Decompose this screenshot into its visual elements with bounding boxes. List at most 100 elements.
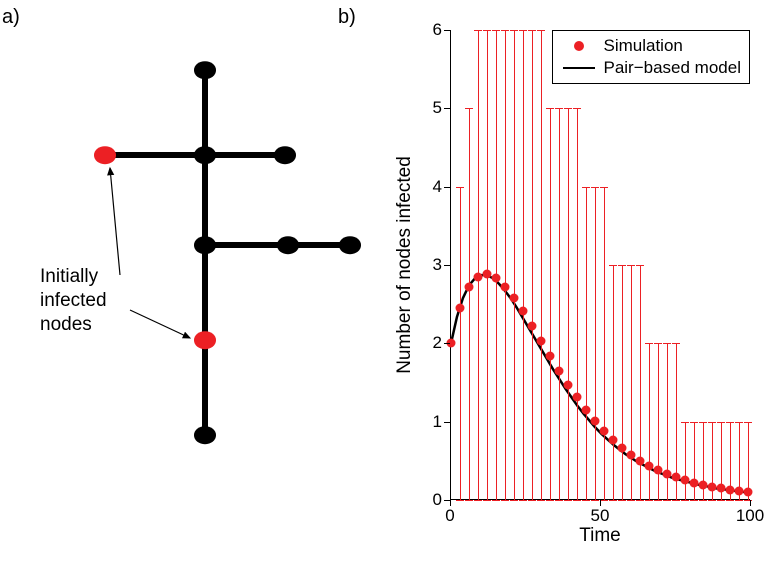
- error-cap: [618, 500, 626, 501]
- network-diagram: Initially infected nodes: [30, 60, 340, 480]
- legend-line-icon: [561, 67, 597, 69]
- network-edge: [205, 242, 288, 248]
- network-edge: [202, 340, 208, 435]
- error-bar: [586, 187, 587, 500]
- legend-label-simulation: Simulation: [603, 36, 682, 56]
- error-cap: [735, 500, 743, 501]
- error-bar: [514, 30, 515, 500]
- error-cap: [582, 500, 590, 501]
- error-bar: [685, 422, 686, 500]
- simulation-marker: [699, 481, 708, 490]
- susceptible-node: [194, 426, 216, 444]
- simulation-marker: [663, 470, 672, 479]
- y-tick: [444, 343, 450, 344]
- simulation-marker: [690, 478, 699, 487]
- x-tick-label: 50: [591, 506, 610, 526]
- error-cap: [528, 30, 536, 31]
- y-tick: [444, 30, 450, 31]
- error-bar: [568, 108, 569, 500]
- susceptible-node: [339, 236, 361, 254]
- y-tick: [444, 422, 450, 423]
- y-tick: [444, 265, 450, 266]
- error-cap: [510, 30, 518, 31]
- error-cap: [546, 108, 554, 109]
- y-tick-label: 0: [412, 490, 442, 510]
- error-cap: [618, 265, 626, 266]
- network-edge: [205, 152, 285, 158]
- simulation-marker: [537, 336, 546, 345]
- error-cap: [681, 422, 689, 423]
- error-cap: [573, 500, 581, 501]
- y-tick: [444, 108, 450, 109]
- simulation-marker: [654, 466, 663, 475]
- network-edge: [202, 155, 208, 245]
- error-bar: [658, 343, 659, 500]
- y-tick-label: 6: [412, 20, 442, 40]
- error-cap: [591, 187, 599, 188]
- susceptible-node: [194, 61, 216, 79]
- error-bar: [649, 343, 650, 500]
- error-cap: [636, 500, 644, 501]
- network-edge: [105, 152, 205, 158]
- error-cap: [483, 500, 491, 501]
- y-tick: [444, 500, 450, 501]
- simulation-marker: [672, 473, 681, 482]
- simulation-marker: [528, 322, 537, 331]
- error-cap: [546, 500, 554, 501]
- error-cap: [690, 422, 698, 423]
- plot-area: [450, 30, 750, 500]
- error-cap: [573, 108, 581, 109]
- error-cap: [591, 500, 599, 501]
- annotation-line3: nodes: [40, 314, 92, 335]
- x-tick-label: 0: [445, 506, 454, 526]
- error-bar: [487, 30, 488, 500]
- error-cap: [708, 500, 716, 501]
- panel-b-label: b): [338, 6, 356, 29]
- simulation-marker: [744, 488, 753, 497]
- error-bar: [478, 30, 479, 500]
- error-cap: [636, 265, 644, 266]
- network-edge: [202, 70, 208, 155]
- error-cap: [735, 422, 743, 423]
- infected-node: [194, 331, 216, 349]
- error-bar: [532, 30, 533, 500]
- simulation-marker: [501, 282, 510, 291]
- error-cap: [609, 500, 617, 501]
- error-cap: [600, 187, 608, 188]
- error-cap: [519, 500, 527, 501]
- simulation-marker: [708, 482, 717, 491]
- error-cap: [708, 422, 716, 423]
- annotation-line2: infected: [40, 290, 107, 311]
- error-cap: [564, 108, 572, 109]
- susceptible-node: [274, 146, 296, 164]
- error-cap: [492, 500, 500, 501]
- error-cap: [474, 500, 482, 501]
- simulation-marker: [618, 443, 627, 452]
- simulation-marker: [726, 485, 735, 494]
- error-cap: [537, 30, 545, 31]
- simulation-marker: [492, 274, 501, 283]
- error-bar: [595, 187, 596, 500]
- error-cap: [645, 500, 653, 501]
- y-tick-label: 3: [412, 255, 442, 275]
- error-bar: [523, 30, 524, 500]
- error-cap: [663, 500, 671, 501]
- error-bar: [559, 108, 560, 500]
- error-cap: [555, 108, 563, 109]
- susceptible-node: [277, 236, 299, 254]
- error-cap: [654, 343, 662, 344]
- error-cap: [726, 500, 734, 501]
- error-cap: [456, 500, 464, 501]
- error-cap: [465, 108, 473, 109]
- x-tick-label: 100: [736, 506, 764, 526]
- error-cap: [465, 500, 473, 501]
- error-cap: [474, 30, 482, 31]
- legend-entry-simulation: Simulation: [561, 35, 741, 57]
- error-bar: [694, 422, 695, 500]
- susceptible-node: [194, 236, 216, 254]
- error-cap: [483, 30, 491, 31]
- simulation-marker: [519, 307, 528, 316]
- simulation-marker: [474, 272, 483, 281]
- error-bar: [541, 30, 542, 500]
- error-cap: [510, 500, 518, 501]
